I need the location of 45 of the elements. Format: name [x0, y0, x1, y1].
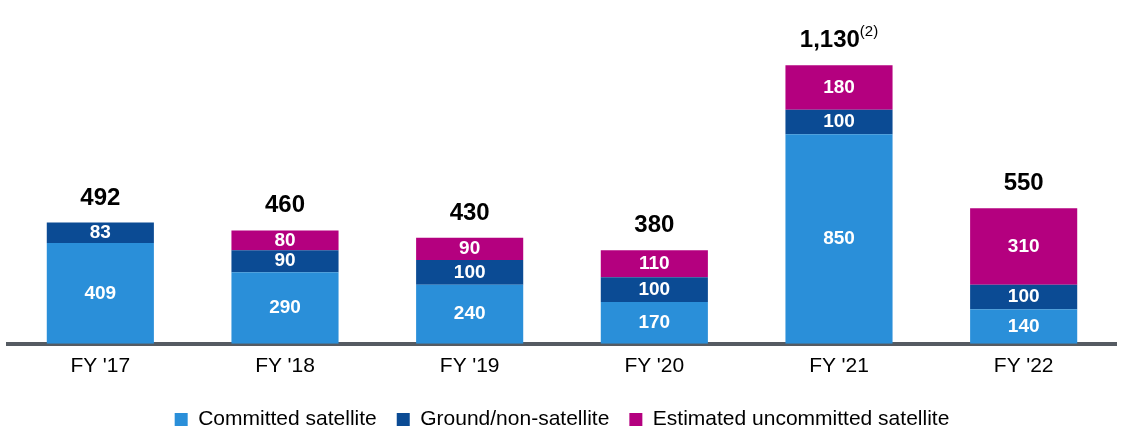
data-label: 180 — [823, 75, 855, 97]
bar — [600, 277, 708, 302]
data-label: 110 — [639, 251, 670, 273]
data-label: 90 — [274, 249, 296, 271]
data-label: 100 — [453, 260, 486, 282]
bar — [416, 259, 524, 285]
data-label: 310 — [1007, 234, 1040, 256]
bar — [970, 208, 1078, 285]
bar — [416, 237, 524, 260]
bar — [231, 230, 339, 251]
x-tick-label: FY '20 — [624, 353, 685, 377]
bar — [970, 309, 1078, 344]
bar — [785, 65, 893, 110]
total-label: 492 — [80, 182, 121, 210]
legend-label: Estimated uncommitted satellite — [652, 406, 950, 430]
data-label: 409 — [84, 281, 117, 303]
legend-label: Committed satellite — [198, 406, 377, 430]
x-tick-label: FY '19 — [439, 353, 500, 377]
legend-label: Ground/non-satellite — [420, 406, 610, 430]
data-label: 90 — [459, 237, 481, 259]
data-label: 140 — [1007, 314, 1040, 336]
bar — [416, 284, 524, 344]
data-label: 80 — [274, 228, 296, 250]
data-label: 100 — [823, 110, 855, 132]
total-label: 550 — [1003, 168, 1044, 196]
data-label: 170 — [638, 311, 671, 333]
bar — [46, 242, 154, 344]
bar — [600, 301, 708, 344]
bar — [600, 250, 708, 278]
data-label: 290 — [269, 296, 301, 318]
data-label: 850 — [823, 227, 855, 249]
data-label: 100 — [638, 277, 671, 299]
data-label: 100 — [1007, 285, 1040, 307]
x-tick-label: FY '17 — [70, 353, 131, 377]
total-label: 460 — [264, 190, 306, 218]
total-label: 380 — [634, 210, 675, 238]
bar — [785, 134, 893, 344]
total-label: 430 — [449, 197, 490, 225]
bar — [231, 250, 339, 273]
x-tick-label: FY '22 — [993, 353, 1054, 377]
data-label: 83 — [89, 220, 111, 242]
x-tick-label: FY '21 — [809, 353, 869, 377]
bar — [231, 272, 339, 344]
x-tick-label: FY '18 — [255, 353, 315, 377]
data-label: 240 — [453, 302, 486, 324]
